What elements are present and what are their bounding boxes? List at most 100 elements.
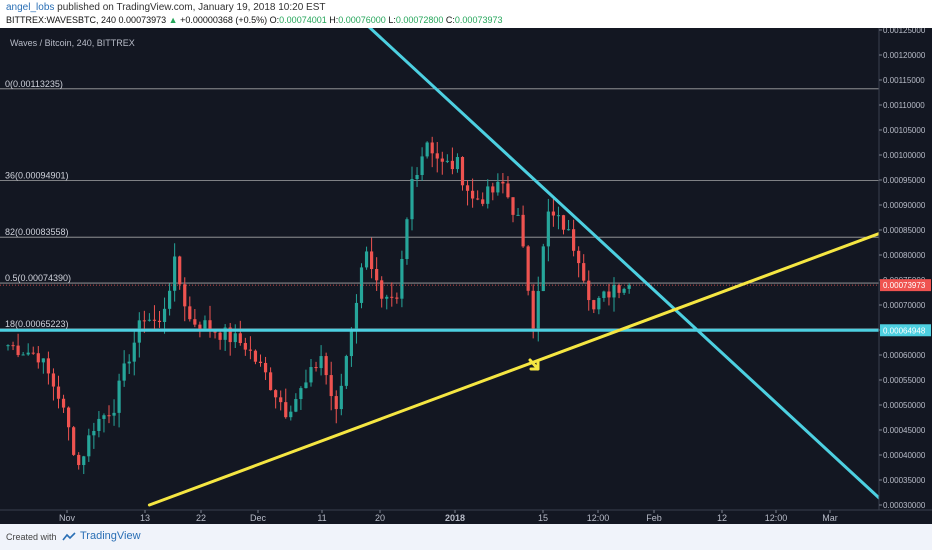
high-label: H: (329, 15, 339, 25)
candle-body (122, 363, 126, 381)
candle-body (435, 153, 439, 159)
candle-body (390, 296, 394, 298)
candle-body (203, 320, 207, 330)
candle-body (31, 352, 35, 354)
candle-body (87, 435, 91, 457)
candle-body (168, 290, 172, 309)
candle-body (289, 411, 293, 418)
candle-body (228, 327, 232, 343)
candle-body (274, 390, 278, 398)
time-tick-label: 11 (317, 513, 326, 523)
candle-body (193, 319, 197, 325)
candle-body (577, 250, 581, 264)
candle-body (238, 333, 242, 344)
candle-body (107, 415, 111, 417)
candle-body (11, 345, 15, 347)
time-tick-label: Mar (822, 513, 838, 523)
fib-level-label: 0.5(0.00074390) (5, 273, 71, 283)
price-tick-label: 0.00030000 (883, 501, 926, 510)
candle-body (460, 157, 465, 186)
author-link[interactable]: angel_lobs (6, 2, 55, 13)
close-value: 0.00073973 (454, 15, 503, 25)
price-tick-label: 0.00110000 (883, 101, 925, 110)
price-tick-label: 0.00035000 (883, 476, 926, 485)
open-value: 0.00074001 (279, 15, 327, 25)
candle-body (304, 382, 308, 389)
arrow-down-right-icon (528, 358, 540, 371)
candle-body (370, 251, 374, 270)
price-tick-label: 0.00055000 (883, 376, 926, 385)
candle-body (486, 186, 490, 204)
candle-body (602, 291, 606, 298)
candle-body (445, 160, 449, 162)
candle-body (329, 375, 333, 397)
candle-body (324, 356, 328, 376)
candle-body (178, 256, 182, 285)
time-tick-label: 20 (375, 513, 385, 523)
price-tick-label: 0.00080000 (883, 251, 926, 260)
candle-body (334, 396, 338, 410)
candle-body (208, 320, 212, 331)
candle-body (481, 199, 485, 204)
time-tick-label: Nov (59, 513, 76, 523)
candle-body (349, 329, 353, 357)
price-tick-label: 0.00060000 (883, 351, 926, 360)
price-tick-label: 0.00050000 (883, 401, 926, 410)
candle-body (67, 407, 71, 428)
ascending-support-trendline (147, 212, 932, 507)
candle-body (516, 214, 520, 216)
candle-body (556, 215, 561, 217)
publish-info: angel_lobs published on TradingView.com,… (6, 2, 325, 13)
candle-body (41, 358, 45, 363)
candle-body (597, 297, 601, 310)
symbol-name: BITTREX:WAVESBTC, 240 (6, 15, 117, 25)
candle-body (410, 179, 414, 220)
candle-body (339, 385, 343, 410)
time-tick-label: 12:00 (765, 513, 788, 523)
open-label: O: (269, 15, 280, 25)
candle-body (566, 229, 571, 231)
candle-body (188, 306, 192, 320)
candle-body (284, 402, 288, 418)
candle-body (279, 397, 283, 403)
candle-body (415, 174, 419, 180)
candle-body (36, 353, 40, 363)
candle-body (117, 380, 121, 413)
tradingview-brand[interactable]: TradingView (80, 530, 141, 542)
price-tick-label: 0.00085000 (883, 226, 926, 235)
candle-body (223, 327, 227, 340)
candle-body (526, 246, 530, 291)
candle-body (92, 430, 96, 436)
chart-area[interactable] (0, 28, 932, 524)
fib-level-label: 82(0.00083558) (5, 227, 69, 237)
candle-body (248, 349, 252, 351)
candle-body (51, 373, 56, 387)
chart-title: Waves / Bitcoin, 240, BITTREX (10, 38, 135, 48)
candle-body (450, 160, 454, 170)
candle-body (364, 251, 369, 268)
candle-body (127, 361, 131, 364)
candle-body (218, 332, 222, 340)
candle-body (612, 285, 616, 298)
candle-body (354, 302, 359, 330)
candle-body (61, 398, 66, 408)
time-tick-label: 12:00 (587, 513, 610, 523)
candle-body (551, 211, 555, 216)
close-label: C: (445, 15, 455, 25)
candle-body (344, 356, 348, 386)
time-tick-label: 15 (538, 513, 548, 523)
footer: Created with TradingView (0, 524, 932, 550)
time-tick-label: 2018 (445, 513, 465, 523)
candle-body (607, 291, 611, 298)
candle-body (380, 280, 384, 299)
tradingview-logo-icon (62, 532, 76, 541)
candle-body (258, 361, 263, 363)
candle-body (455, 157, 460, 170)
candle-body (476, 198, 480, 200)
time-tick-label: 22 (196, 513, 206, 523)
candle-body (561, 215, 566, 230)
price-axis[interactable] (879, 28, 932, 510)
candle-body (82, 456, 86, 466)
price-chart[interactable]: 0(0.00113235) 36(0.00094901) 82(0.00083558… (0, 28, 932, 524)
time-tick-label: Dec (250, 513, 267, 523)
